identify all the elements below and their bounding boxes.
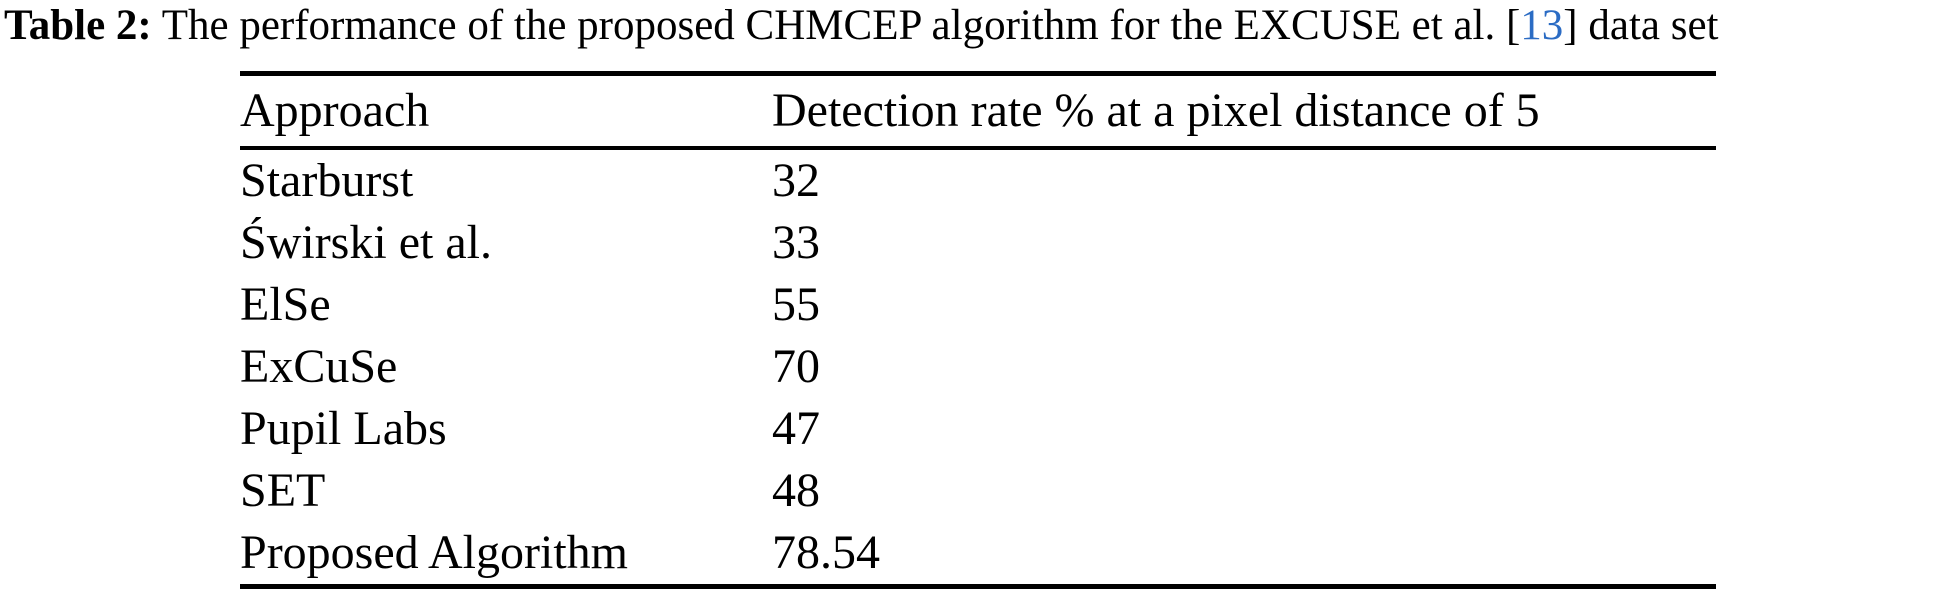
table-caption-text: The performance of the proposed CHMCEP a… xyxy=(151,2,1506,49)
table-row: SET 48 xyxy=(240,460,1716,522)
table-row: Proposed Algorithm 78.54 xyxy=(240,522,1716,584)
column-header-approach: Approach xyxy=(240,84,430,137)
column-header-detection-rate: Detection rate % at a pixel distance of … xyxy=(772,84,1540,137)
rate-cell: 55 xyxy=(772,278,820,331)
approach-cell: SET xyxy=(240,464,326,517)
table-row: Pupil Labs 47 xyxy=(240,398,1716,460)
approach-cell: Proposed Algorithm xyxy=(240,526,629,579)
table-row: ExCuSe 70 xyxy=(240,336,1716,398)
rate-cell: 47 xyxy=(772,402,820,455)
results-table: Approach Detection rate % at a pixel dis… xyxy=(240,71,1716,589)
approach-cell: ExCuSe xyxy=(240,340,398,393)
citation-bracket-close: ] xyxy=(1563,2,1578,49)
table-row: Starburst 32 xyxy=(240,150,1716,212)
approach-cell: Starburst xyxy=(240,154,414,207)
rate-cell: 32 xyxy=(772,154,820,207)
rate-cell: 33 xyxy=(772,216,820,269)
approach-cell: Pupil Labs xyxy=(240,402,447,455)
approach-cell: Świrski et al. xyxy=(240,216,492,269)
table-header-row: Approach Detection rate % at a pixel dis… xyxy=(240,76,1716,146)
table-header-rule xyxy=(240,146,1716,150)
rate-cell: 48 xyxy=(772,464,820,517)
rate-cell: 70 xyxy=(772,340,820,393)
rate-cell: 78.54 xyxy=(772,526,880,579)
table-top-rule xyxy=(240,71,1716,76)
table-caption-label: Table 2: xyxy=(4,2,152,49)
table-row: ElSe 55 xyxy=(240,274,1716,336)
approach-cell: ElSe xyxy=(240,278,331,331)
citation-link[interactable]: 13 xyxy=(1520,2,1564,49)
table-bottom-rule xyxy=(240,584,1716,589)
table-caption-tail: data set xyxy=(1577,2,1719,49)
table-caption: Table 2: The performance of the proposed… xyxy=(4,2,1934,50)
table-row: Świrski et al. 33 xyxy=(240,212,1716,274)
citation-bracket-open: [ xyxy=(1505,2,1521,49)
